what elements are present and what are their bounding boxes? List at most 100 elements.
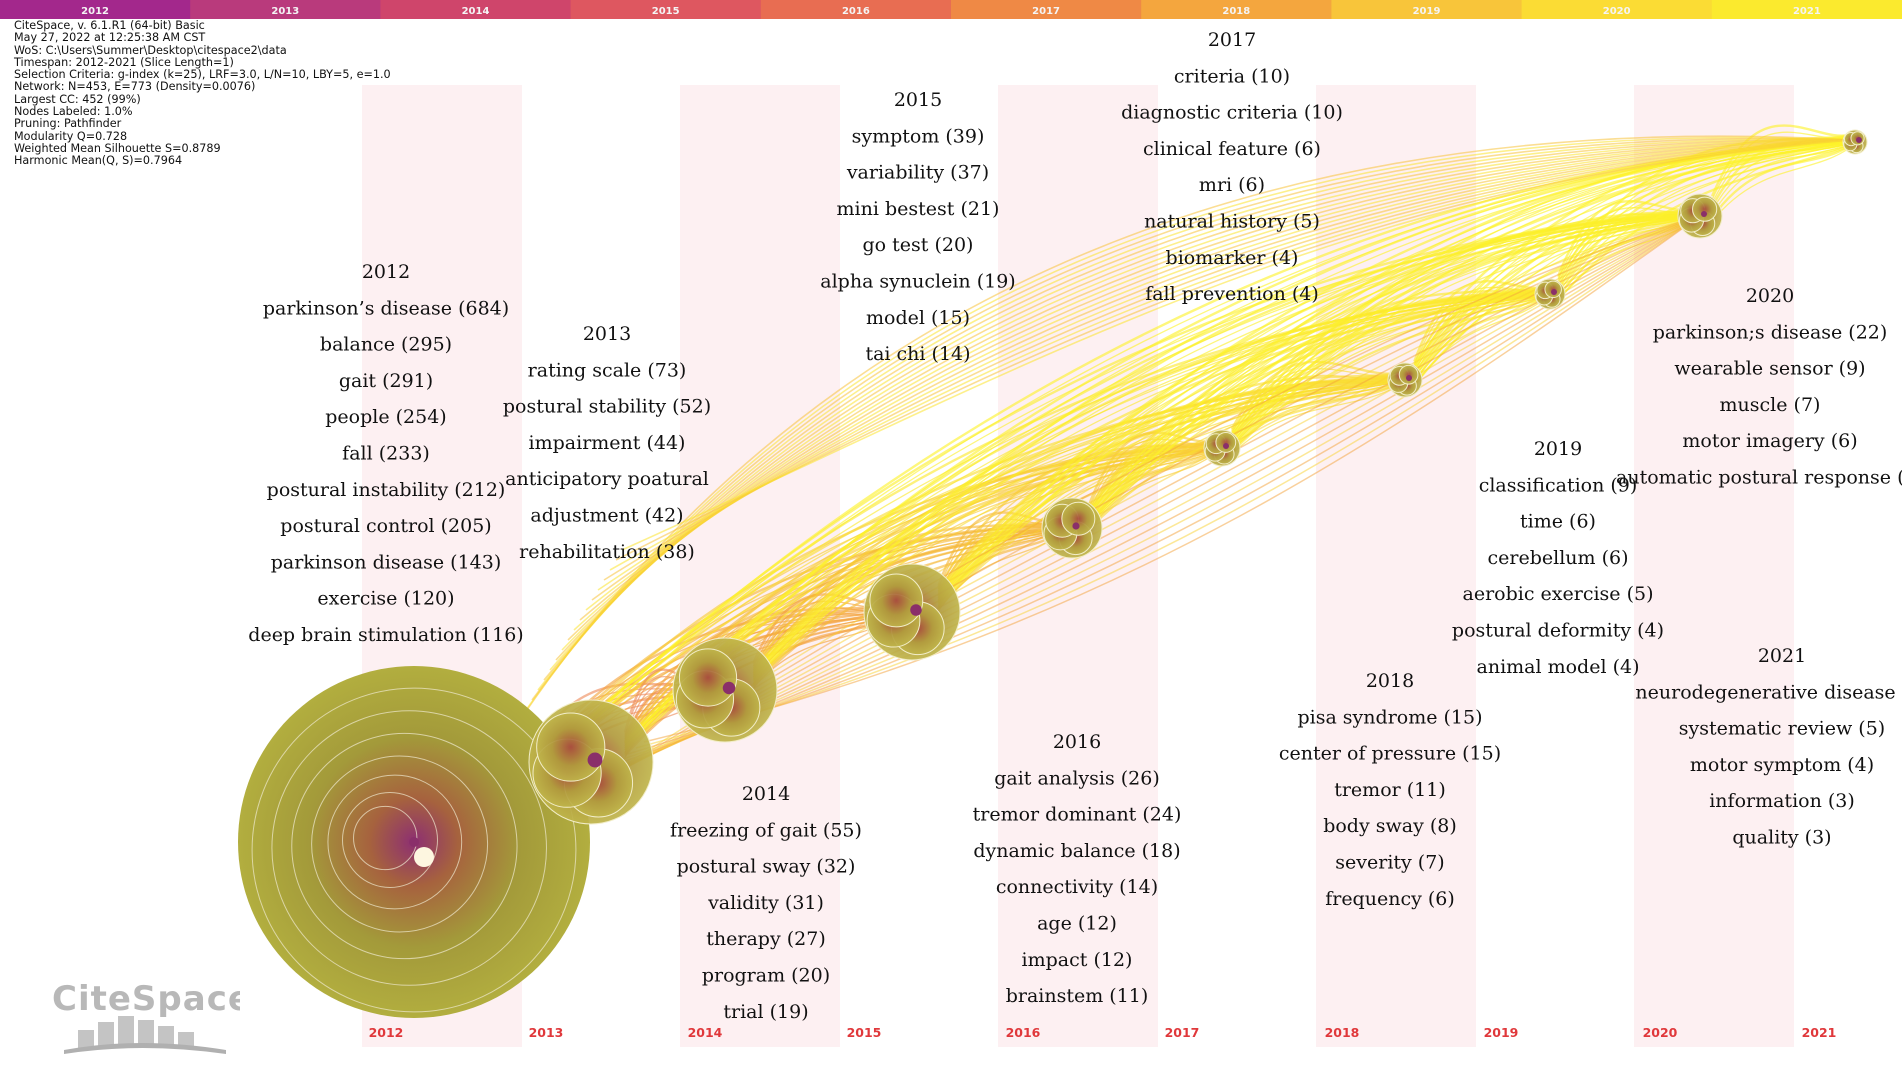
edge	[1231, 384, 1399, 455]
keyword-label: animal model (4)	[1477, 656, 1640, 678]
cluster-year: 2019	[1534, 438, 1582, 460]
node-core	[409, 837, 419, 847]
edge	[1231, 140, 1851, 443]
edge	[579, 215, 1701, 791]
edge	[573, 139, 1851, 631]
node-ring	[291, 732, 518, 960]
edge	[1087, 374, 1399, 512]
keyword-label: program (20)	[702, 965, 830, 987]
keyword-label: diagnostic criteria (10)	[1121, 102, 1343, 124]
keyword-label: gait analysis (26)	[994, 767, 1160, 789]
keyword-label: clinical feature (6)	[1143, 138, 1321, 160]
keyword-label: pisa syndrome (15)	[1297, 706, 1482, 728]
cluster-year: 2012	[362, 261, 410, 283]
node-core	[722, 681, 736, 695]
info-line: Largest CC: 452 (99%)	[14, 92, 141, 106]
node	[678, 648, 738, 707]
keyword-label: fall (233)	[342, 443, 430, 465]
edge	[587, 215, 1701, 785]
edge	[1230, 209, 1692, 434]
edge	[1711, 141, 1851, 211]
keyword-label: classification (9)	[1479, 474, 1638, 496]
keyword-label: mini bestest (21)	[837, 198, 1000, 220]
keyword-label: criteria (10)	[1174, 65, 1290, 87]
axis-year-label: 2021	[1802, 1025, 1837, 1040]
axis-year-label: 2019	[1484, 1025, 1519, 1040]
node-ring	[251, 687, 577, 1013]
keyword-label: alpha synuclein (19)	[820, 271, 1015, 293]
info-line: CiteSpace, v. 6.1.R1 (64-bit) Basic	[14, 19, 205, 32]
keyword-label: postural control (205)	[280, 515, 491, 537]
cluster-year: 2021	[1758, 645, 1806, 667]
node	[1061, 501, 1096, 536]
edge	[635, 215, 1701, 749]
info-line: Nodes Labeled: 1.0%	[14, 105, 133, 119]
citespace-logo: CiteSpace	[52, 980, 240, 1054]
node-core	[414, 847, 434, 867]
info-line: Harmonic Mean(Q, S)=0.7964	[14, 154, 183, 168]
keyword-label: tremor dominant (24)	[973, 804, 1182, 826]
timeline-year-label: 2012	[81, 6, 109, 17]
axis-year-label: 2015	[847, 1025, 882, 1040]
edge	[609, 139, 1851, 571]
keyword-label: parkinson’s disease (684)	[263, 297, 509, 319]
keyword-label: go test (20)	[863, 234, 974, 256]
keyword-label: age (12)	[1037, 913, 1117, 935]
edge	[585, 139, 1851, 611]
node-core	[1223, 443, 1229, 449]
edge	[1231, 144, 1851, 450]
cluster-year: 2013	[583, 323, 631, 345]
edge	[531, 137, 1851, 701]
keyword-label: muscle (7)	[1720, 394, 1821, 416]
info-line: May 27, 2022 at 12:25:38 AM CST	[14, 31, 206, 45]
node-ring	[311, 755, 489, 933]
keyword-label: adjustment (42)	[530, 505, 683, 527]
node-ring	[271, 710, 547, 986]
edge	[555, 139, 1851, 661]
timeline-year-label: 2021	[1793, 6, 1821, 17]
keyword-label: variability (37)	[846, 162, 989, 184]
keyword-label: time (6)	[1520, 511, 1596, 533]
keyword-label: body sway (8)	[1323, 815, 1457, 837]
edge	[1711, 131, 1851, 200]
keyword-label: information (3)	[1709, 790, 1855, 812]
keyword-label: postural sway (32)	[677, 856, 856, 878]
keyword-label: natural history (5)	[1144, 211, 1320, 233]
keyword-label: dynamic balance (18)	[973, 840, 1180, 862]
keyword-label: model (15)	[866, 307, 970, 329]
keyword-label: motor symptom (4)	[1690, 754, 1874, 776]
edge	[1710, 124, 1851, 197]
keyword-label: gait (291)	[339, 370, 433, 392]
keyword-label: rehabilitation (38)	[519, 541, 695, 563]
edge	[543, 139, 1851, 681]
keyword-label: freezing of gait (55)	[670, 819, 862, 841]
keyword-label: parkinson;s disease (22)	[1653, 321, 1888, 343]
axis-year-label: 2017	[1165, 1025, 1200, 1040]
node-ring	[327, 774, 463, 910]
keyword-label: frequency (6)	[1325, 888, 1455, 910]
keyword-label: systematic review (5)	[1679, 718, 1885, 740]
timeline-segment	[190, 0, 382, 19]
keyword-label: rating scale (73)	[528, 359, 687, 381]
info-panel: CiteSpace, v. 6.1.R1 (64-bit) Basic May 2…	[14, 19, 391, 168]
timeline-segment	[760, 0, 952, 19]
edge	[643, 215, 1701, 743]
timeline-bar: 2012 2013 2014 2015 2016 2017 2018 2019 2020 2021	[0, 0, 1902, 19]
edge	[611, 215, 1701, 767]
timeline-year-label: 2013	[271, 6, 299, 17]
timeline-segment	[570, 0, 762, 19]
edge	[561, 139, 1851, 651]
axis-year-label: 2020	[1643, 1025, 1678, 1040]
keyword-labels: 2012 parkinson’s disease (684) balance (29…	[248, 29, 1902, 1023]
cluster-year: 2014	[742, 783, 790, 805]
node-core	[1701, 211, 1707, 217]
edge	[549, 139, 1851, 671]
keyword-label: center of pressure (15)	[1279, 743, 1501, 765]
node	[536, 712, 606, 782]
keyword-label: therapy (27)	[706, 928, 825, 950]
node	[869, 573, 924, 628]
cluster-year: 2020	[1746, 285, 1794, 307]
keyword-label: motor imagery (6)	[1682, 430, 1857, 452]
info-line: Network: N=453, E=773 (Density=0.0076)	[14, 80, 256, 94]
info-line: Weighted Mean Silhouette S=0.8789	[14, 141, 221, 155]
